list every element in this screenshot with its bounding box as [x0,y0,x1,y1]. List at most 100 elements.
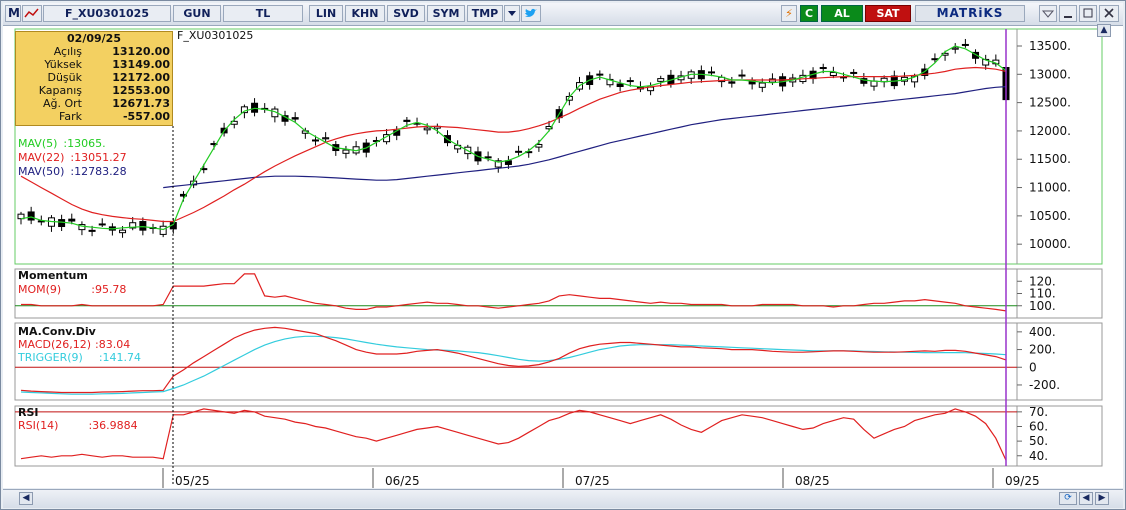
scroll-prev-button[interactable]: ◀ [1079,492,1093,505]
candle-body-49 [515,150,523,153]
candle-body-93 [961,43,969,46]
ytick-label-3-1: 60. [1029,419,1048,433]
sell-button[interactable]: SAT [865,5,911,22]
mav50-legend: MAV(50):12783.28 [18,165,127,178]
trigger-legend: TRIGGER(9):141.74 [18,351,142,364]
candle-body-32 [342,149,350,154]
ytick-label-2-3: -200. [1029,378,1060,392]
minimize-icon[interactable] [1059,5,1077,22]
ytick-label-2-1: 200. [1029,343,1056,357]
buy-button[interactable]: AL [821,5,863,22]
refresh-icon[interactable]: ⟳ [1059,492,1077,505]
bottom-bar: ◀ ⟳ ◀ ▶ [3,489,1123,508]
ytick-label-3-3: 40. [1029,449,1048,463]
candle-body-5 [68,218,76,222]
candle-body-89 [921,68,929,76]
mav22-legend: MAV(22):13051.27 [18,151,127,164]
ytick-label-2-0: 400. [1029,325,1056,339]
lin-button[interactable]: LIN [309,5,343,22]
candle-body-6 [78,224,86,231]
xtick-label-3: 08/25 [795,474,830,488]
close-icon[interactable] [1099,5,1119,22]
candle-body-79 [819,67,827,70]
rsi-legend: RSI(14):36.9884 [18,419,138,432]
scroll-up-button[interactable]: ▲ [1097,24,1111,37]
candle-body-84 [870,80,878,87]
macd-legend: MACD(26,12):83.04 [18,338,131,351]
candle-body-52 [545,126,553,130]
c-button[interactable]: C [800,5,818,22]
candle-body-27 [291,117,299,120]
ytick-label-0-1: 13000. [1029,67,1071,81]
brand-logo: MATRiKS [915,5,1025,22]
twitter-icon[interactable] [521,5,541,22]
mom-legend: MOM(9):95.78 [18,283,127,296]
candle-body-82 [850,71,858,74]
info-row-close: Kapanış 12553.00 [38,84,170,97]
svd-button[interactable]: SVD [387,5,425,22]
candle-body-83 [860,78,868,84]
sym-button[interactable]: SYM [427,5,465,22]
candle-body-92 [951,47,959,50]
xtick-label-1: 06/25 [385,474,420,488]
ytick-label-2-2: 0 [1029,360,1037,374]
lightning-icon[interactable]: ⚡ [781,5,797,22]
candle-body-46 [484,156,492,159]
macd-line [20,326,1007,394]
candle-body-1 [27,211,35,221]
currency-button[interactable]: TL [223,5,303,22]
toolbar: M F_XU0301025 GUN TL LIN KHN SVD SYM TMP… [3,3,1123,26]
rsi-line [20,408,1007,461]
symbol-button[interactable]: F_XU0301025 [43,5,171,22]
candle-body-80 [829,71,837,76]
mom-line [21,273,1007,312]
candle-body-59 [616,83,624,88]
candle-body-19 [210,143,218,146]
collapse-icon[interactable] [1039,5,1057,22]
mav50-line [163,86,1007,189]
mav22-line [20,66,1007,223]
candle-body-71 [738,74,746,77]
xtick-label-4: 09/25 [1005,474,1040,488]
info-date: 02/09/25 [67,32,121,45]
trigger-line [20,335,1007,395]
khn-button[interactable]: KHN [345,5,385,22]
mav5-legend: MAV(5):13065. [18,137,106,150]
candle-body-10 [119,229,127,234]
chart-area[interactable]: 13500. 13000. 12500. 12000. 11500. 11000. 1050… [3,24,1123,488]
menu-button[interactable]: M [5,5,21,22]
tmp-button[interactable]: TMP [467,5,503,22]
candle-body-60 [626,80,634,83]
info-row-high: Yüksek 13149.00 [44,58,170,71]
scroll-left-button[interactable]: ◀ [19,492,33,505]
candle-body-70 [728,81,736,84]
ytick-label-0-2: 12500. [1029,96,1071,110]
candle-body-68 [708,71,716,74]
scroll-next-button[interactable]: ▶ [1095,492,1109,505]
ytick-label-1-2: 100. [1029,299,1056,313]
candle-body-12 [139,221,147,231]
ytick-label-0-4: 11500. [1029,152,1071,166]
ytick-label-1-1: 110. [1029,287,1056,301]
candle-body-90 [931,58,939,61]
chart-type-icon[interactable] [22,5,42,22]
macd-title: MA.Conv.Div [18,325,96,338]
info-row-diff: Fark -557.00 [59,110,170,123]
chart-svg[interactable]: 13500. 13000. 12500. 12000. 11500. 11000. 1050… [3,26,1123,488]
maximize-icon[interactable] [1079,5,1097,22]
xtick-label-0: 05/25 [175,474,210,488]
period-button[interactable]: GUN [173,5,221,22]
candle-body-38 [403,119,411,122]
info-row-wavg: Ağ. Ort 12671.73 [43,97,170,110]
candle-body-7 [88,229,96,232]
pane-frame-1 [14,268,1103,319]
ytick-label-3-0: 70. [1029,405,1048,419]
candle-body-51 [535,143,543,148]
candle-body-94 [972,51,980,59]
info-box: 02/09/25 Açılış 13120.00 Yüksek 13149.00 D… [15,31,173,126]
candle-body-11 [129,222,137,229]
pane-frame-2 [14,322,1103,401]
ytick-label-0-5: 11000. [1029,181,1071,195]
dropdown-icon[interactable] [504,5,520,22]
